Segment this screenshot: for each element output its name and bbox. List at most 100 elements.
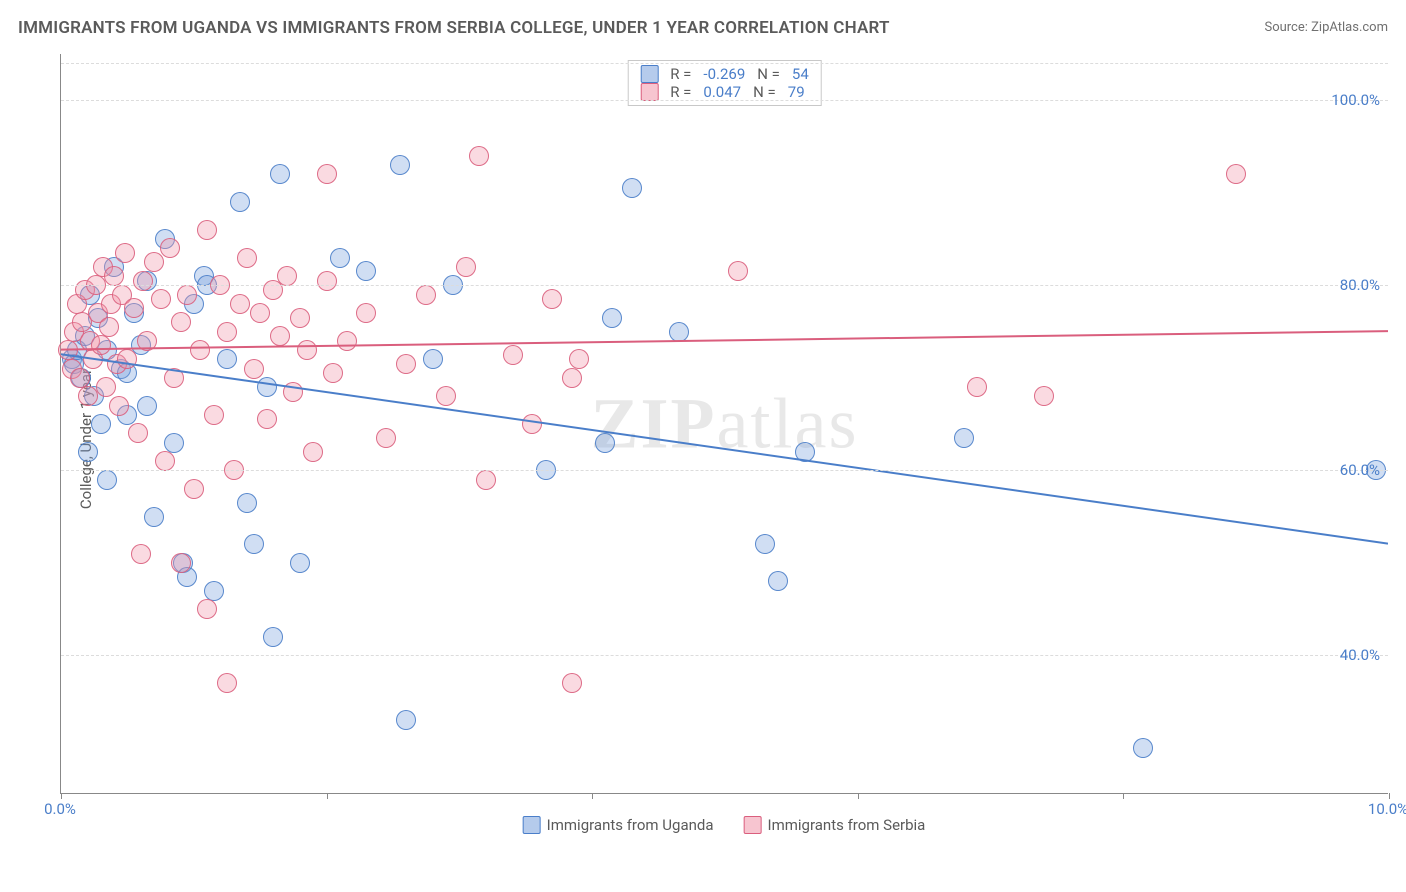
data-point-blue [602,308,622,328]
swatch-icon [640,65,658,83]
chart-area: College, Under 1 year ZIPatlas R =-0.269… [46,54,1388,824]
y-tick-label: 100.0% [1331,91,1380,109]
data-point-blue [137,396,157,416]
series-legend: Immigrants from Uganda Immigrants from S… [523,816,926,834]
data-point-blue [795,442,815,462]
gridline [61,655,1388,656]
data-point-blue [396,710,416,730]
data-point-blue [290,553,310,573]
data-point-pink [184,479,204,499]
r-value: 0.047 [703,83,741,101]
data-point-blue [330,248,350,268]
data-point-pink [151,289,171,309]
data-point-pink [117,349,137,369]
gridline [61,63,1388,64]
x-tick-mark [1389,793,1390,799]
data-point-blue [423,349,443,369]
data-point-blue [217,349,237,369]
n-label: N = [753,83,776,101]
data-point-blue [263,627,283,647]
data-point-pink [230,294,250,314]
data-point-pink [244,359,264,379]
correlation-row: R = 0.047N =79 [640,83,809,101]
y-tick-label: 40.0% [1340,646,1380,664]
watermark: ZIPatlas [591,382,859,465]
data-point-pink [250,303,270,323]
swatch-icon [640,83,658,101]
data-point-pink [317,271,337,291]
legend-label: Immigrants from Uganda [547,816,714,834]
r-label: R = [670,65,691,83]
data-point-pink [283,382,303,402]
y-tick-label: 60.0% [1340,461,1380,479]
data-point-pink [96,377,116,397]
data-point-pink [290,308,310,328]
swatch-icon [744,816,762,834]
data-point-pink [277,266,297,286]
data-point-blue [97,470,117,490]
data-point-blue [230,192,250,212]
trend-line-pink [61,331,1388,349]
data-point-pink [396,354,416,374]
data-point-pink [160,238,180,258]
data-point-pink [237,248,257,268]
data-point-pink [967,377,987,397]
n-value: 54 [792,65,809,83]
data-point-pink [78,386,98,406]
data-point-pink [91,335,111,355]
data-point-pink [177,285,197,305]
data-point-blue [622,178,642,198]
y-tick-label: 80.0% [1340,276,1380,294]
data-point-pink [131,544,151,564]
data-point-blue [144,507,164,527]
data-point-pink [562,368,582,388]
x-tick-mark [61,793,62,799]
data-point-pink [303,442,323,462]
data-point-pink [728,261,748,281]
x-axis: 0.0% 10.0% Immigrants from Uganda Immigr… [60,800,1388,830]
data-point-blue [78,442,98,462]
data-point-blue [204,581,224,601]
data-point-pink [217,322,237,342]
data-point-blue [237,493,257,513]
data-point-blue [669,322,689,342]
data-point-pink [58,340,78,360]
data-point-pink [124,298,144,318]
data-point-pink [171,553,191,573]
data-point-pink [323,363,343,383]
x-tick-mark [327,793,328,799]
scatter-plot: ZIPatlas R =-0.269N =54R = 0.047N =79 40… [60,54,1388,794]
r-label: R = [670,83,691,101]
data-point-pink [1034,386,1054,406]
chart-title: IMMIGRANTS FROM UGANDA VS IMMIGRANTS FRO… [18,18,890,38]
data-point-blue [390,155,410,175]
data-point-pink [137,331,157,351]
data-point-pink [270,326,290,346]
data-point-pink [356,303,376,323]
data-point-pink [171,312,191,332]
correlation-row: R =-0.269N =54 [640,65,809,83]
data-point-pink [376,428,396,448]
data-point-blue [954,428,974,448]
data-point-blue [768,571,788,591]
data-point-pink [456,257,476,277]
x-tick-min: 0.0% [44,800,76,818]
data-point-pink [257,409,277,429]
x-tick-mark [592,793,593,799]
data-point-pink [469,146,489,166]
n-label: N = [757,65,780,83]
data-point-blue [164,433,184,453]
data-point-pink [115,243,135,263]
data-point-pink [144,252,164,272]
swatch-icon [523,816,541,834]
data-point-blue [755,534,775,554]
data-point-pink [164,368,184,388]
data-point-pink [104,266,124,286]
data-point-pink [317,164,337,184]
x-tick-max: 10.0% [1368,800,1406,818]
header-row: IMMIGRANTS FROM UGANDA VS IMMIGRANTS FRO… [18,18,1388,42]
correlation-legend: R =-0.269N =54R = 0.047N =79 [627,60,822,106]
data-point-pink [197,220,217,240]
data-point-pink [155,451,175,471]
data-point-pink [416,285,436,305]
